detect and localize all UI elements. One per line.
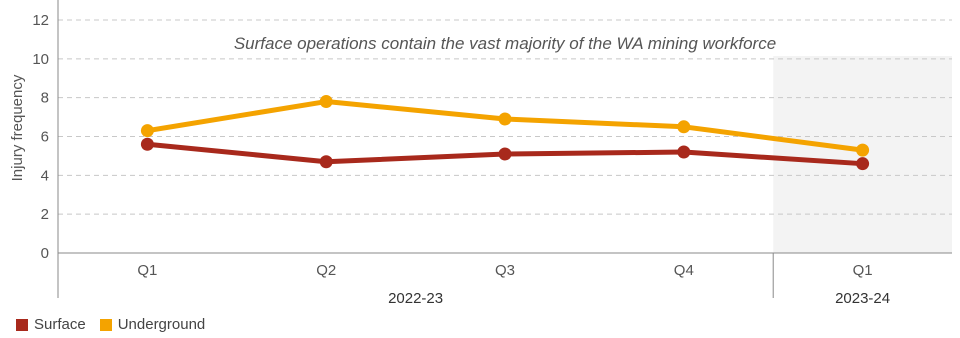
data-point-underground [677, 120, 691, 134]
y-axis-label: Injury frequency [9, 74, 26, 181]
y-tick-label: 12 [32, 12, 49, 29]
y-tick-label: 2 [41, 206, 49, 223]
data-point-underground [140, 124, 154, 138]
legend-item-surface: Surface [16, 316, 86, 333]
legend: Surface Underground [16, 316, 205, 333]
legend-label-surface: Surface [34, 316, 86, 333]
data-point-surface [140, 137, 154, 151]
data-point-underground [856, 143, 870, 157]
y-tick-label: 0 [41, 245, 49, 262]
legend-item-underground: Underground [99, 316, 206, 333]
data-point-surface [856, 157, 870, 171]
series-line-underground [144, 99, 866, 153]
x-tick-label: Q1 [137, 262, 157, 279]
legend-swatch-underground [99, 318, 112, 331]
data-point-underground [319, 95, 333, 109]
y-tick-label: 10 [32, 51, 49, 68]
legend-swatch-surface [16, 318, 28, 331]
y-tick-label: 4 [41, 167, 49, 184]
y-tick-label: 8 [41, 90, 49, 107]
x-tick-label: Q2 [316, 262, 336, 279]
x-group-label: 2022-23 [388, 290, 443, 307]
x-group-label: 2023-24 [835, 290, 890, 307]
data-point-surface [498, 147, 512, 161]
x-tick-label: Q1 [853, 262, 873, 279]
x-tick-label: Q3 [495, 262, 515, 279]
data-point-surface [677, 145, 691, 159]
data-point-underground [498, 112, 512, 126]
chart-annotation: Surface operations contain the vast majo… [234, 34, 776, 53]
legend-label-underground: Underground [117, 316, 206, 333]
x-tick-label: Q4 [674, 262, 694, 279]
data-point-surface [319, 155, 333, 169]
y-tick-label: 6 [41, 129, 49, 146]
